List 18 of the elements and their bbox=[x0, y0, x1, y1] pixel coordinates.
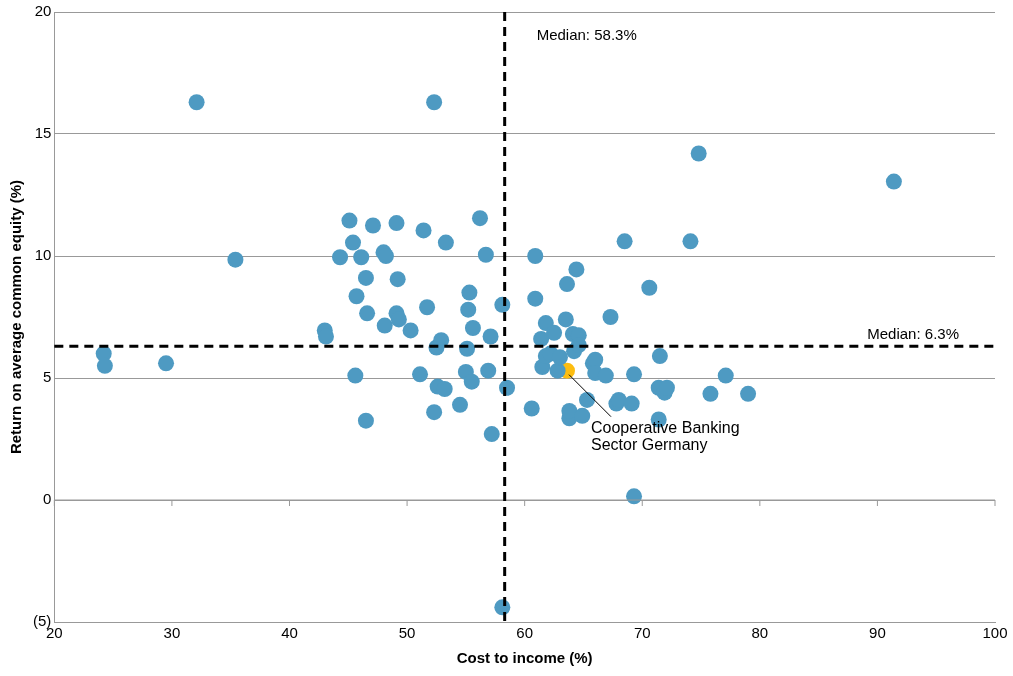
y-tick-label: 5 bbox=[42, 368, 52, 386]
x-tick-label: 90 bbox=[869, 624, 886, 642]
annotation: Cooperative Banking Sector Germany bbox=[591, 419, 740, 454]
x-tick-label: 60 bbox=[516, 624, 534, 642]
y-axis-title: Return on average common equity (%) bbox=[7, 179, 25, 455]
ref-line-label: Median: 6.3% bbox=[867, 324, 959, 342]
x-tick-label: 100 bbox=[982, 624, 1008, 642]
y-tick-label: 10 bbox=[34, 246, 52, 264]
x-axis-title: Cost to income (%) bbox=[456, 649, 593, 667]
x-tick-label: 30 bbox=[163, 624, 181, 642]
x-tick-label: 40 bbox=[281, 624, 298, 642]
y-tick-label: 15 bbox=[34, 124, 52, 142]
y-tick-label: 20 bbox=[34, 2, 52, 20]
x-tick-label: 50 bbox=[398, 624, 416, 642]
y-tick-label: 0 bbox=[42, 490, 52, 508]
x-tick-label: 80 bbox=[751, 624, 769, 642]
x-tick-label: 70 bbox=[633, 624, 651, 642]
ref-line-label: Median: 58.3% bbox=[536, 26, 637, 44]
